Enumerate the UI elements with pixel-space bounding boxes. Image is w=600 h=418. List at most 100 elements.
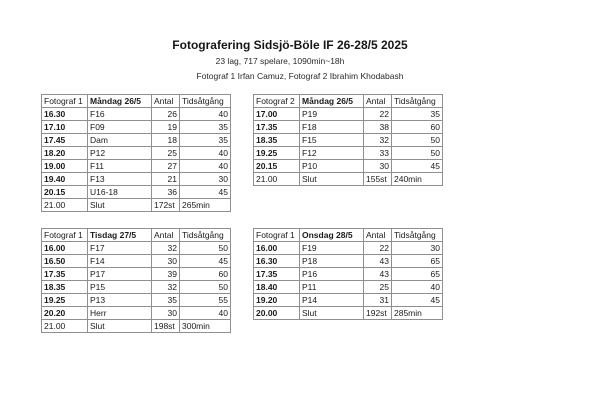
antal-cell: 36 <box>151 185 180 199</box>
antal-cell: 32 <box>363 133 392 147</box>
table-row: 19.40 F13 21 30 <box>41 172 231 186</box>
table-fotograf1-wednesday: Fotograf 1 Onsdag 28/5 Antal Tidsåtgång 16.0… <box>253 228 443 320</box>
team-cell: P13 <box>87 293 152 307</box>
time-cell: 16.00 <box>253 241 300 255</box>
antal-cell: 43 <box>363 267 392 281</box>
antal-cell: 22 <box>363 241 392 255</box>
col-header-tid: Tidsåtgång <box>179 94 231 108</box>
antal-cell: 27 <box>151 159 180 173</box>
tid-cell: 50 <box>391 146 443 160</box>
antal-cell: 33 <box>363 146 392 160</box>
time-cell: 17.35 <box>253 267 300 281</box>
table-fotograf1-tuesday: Fotograf 1 Tisdag 27/5 Antal Tidsåtgång 16.0… <box>41 228 231 333</box>
photographers-line: Fotograf 1 Irfan Camuz, Fotograf 2 Ibrah… <box>196 71 404 81</box>
table-row: 19.25 P13 35 55 <box>41 293 231 307</box>
antal-cell: 25 <box>151 146 180 160</box>
tid-cell: 45 <box>179 185 231 199</box>
time-cell: 20.00 <box>253 306 300 320</box>
team-cell: F19 <box>299 241 364 255</box>
antal-cell: 30 <box>151 254 180 268</box>
table-row: 16.30 P18 43 65 <box>253 254 443 268</box>
team-cell: F16 <box>87 107 152 121</box>
table-row: 16.00 F19 22 30 <box>253 241 443 255</box>
table-row: 19.00 F11 27 40 <box>41 159 231 173</box>
time-cell: 16.50 <box>41 254 88 268</box>
table-row: 20.15 U16-18 36 45 <box>41 185 231 199</box>
time-cell: 21.00 <box>41 198 88 212</box>
col-header-day: Måndag 26/5 <box>87 94 152 108</box>
page-title: Fotografering Sidsjö-Böle IF 26-28/5 202… <box>172 38 408 52</box>
time-cell: 19.20 <box>253 293 300 307</box>
time-cell: 20.20 <box>41 306 88 320</box>
tid-cell: 285min <box>391 306 443 320</box>
tid-cell: 60 <box>391 120 443 134</box>
antal-cell: 19 <box>151 120 180 134</box>
team-cell: F18 <box>299 120 364 134</box>
table-row: 17.10 F09 19 35 <box>41 120 231 134</box>
team-cell: P11 <box>299 280 364 294</box>
tid-cell: 35 <box>179 120 231 134</box>
table-row: 16.50 F14 30 45 <box>41 254 231 268</box>
col-header-tid: Tidsåtgång <box>391 94 443 108</box>
col-header-antal: Antal <box>151 228 180 242</box>
antal-cell: 31 <box>363 293 392 307</box>
team-cell: P10 <box>299 159 364 173</box>
time-cell: 17.35 <box>253 120 300 134</box>
col-header-antal: Antal <box>363 94 392 108</box>
tid-cell: 65 <box>391 267 443 281</box>
antal-cell: 26 <box>151 107 180 121</box>
table-fotograf1-monday: Fotograf 1 Måndag 26/5 Antal Tidsåtgång 16.3… <box>41 94 231 212</box>
time-cell: 19.00 <box>41 159 88 173</box>
table-row: 17.45 Dam 18 35 <box>41 133 231 147</box>
time-cell: 18.40 <box>253 280 300 294</box>
antal-cell: 43 <box>363 254 392 268</box>
time-cell: 21.00 <box>41 319 88 333</box>
tid-cell: 50 <box>179 280 231 294</box>
antal-cell: 30 <box>363 159 392 173</box>
tid-cell: 40 <box>179 146 231 160</box>
table-row: 18.35 P15 32 50 <box>41 280 231 294</box>
antal-cell: 38 <box>363 120 392 134</box>
col-header-fotograf: Fotograf 1 <box>41 228 88 242</box>
team-cell: F17 <box>87 241 152 255</box>
tid-cell: 40 <box>179 306 231 320</box>
time-cell: 19.25 <box>253 146 300 160</box>
team-cell: Slut <box>299 306 364 320</box>
team-cell: P16 <box>299 267 364 281</box>
time-cell: 17.10 <box>41 120 88 134</box>
table-row: 20.20 Herr 30 40 <box>41 306 231 320</box>
table-row: 17.35 F18 38 60 <box>253 120 443 134</box>
table-row: 17.35 P17 39 60 <box>41 267 231 281</box>
antal-cell: 172st <box>151 198 180 212</box>
team-cell: P19 <box>299 107 364 121</box>
col-header-tid: Tidsåtgång <box>179 228 231 242</box>
antal-cell: 39 <box>151 267 180 281</box>
col-header-antal: Antal <box>151 94 180 108</box>
team-cell: F13 <box>87 172 152 186</box>
table-row: 18.35 F15 32 50 <box>253 133 443 147</box>
table-row: 16.30 F16 26 40 <box>41 107 231 121</box>
time-cell: 16.00 <box>41 241 88 255</box>
time-cell: 18.20 <box>41 146 88 160</box>
table-row: 18.40 P11 25 40 <box>253 280 443 294</box>
col-header-day: Onsdag 28/5 <box>299 228 364 242</box>
tid-cell: 45 <box>391 293 443 307</box>
team-cell: U16-18 <box>87 185 152 199</box>
tid-cell: 45 <box>179 254 231 268</box>
col-header-fotograf: Fotograf 1 <box>253 228 300 242</box>
header-row: Fotograf 2 Måndag 26/5 Antal Tidsåtgång <box>253 94 443 108</box>
col-header-day: Måndag 26/5 <box>299 94 364 108</box>
team-cell: F15 <box>299 133 364 147</box>
time-cell: 21.00 <box>253 172 300 186</box>
tid-cell: 30 <box>391 241 443 255</box>
time-cell: 16.30 <box>41 107 88 121</box>
team-cell: F14 <box>87 254 152 268</box>
team-cell: F12 <box>299 146 364 160</box>
team-cell: Slut <box>87 198 152 212</box>
team-cell: P17 <box>87 267 152 281</box>
antal-cell: 192st <box>363 306 392 320</box>
time-cell: 18.35 <box>41 280 88 294</box>
tid-cell: 300min <box>179 319 231 333</box>
tid-cell: 65 <box>391 254 443 268</box>
antal-cell: 22 <box>363 107 392 121</box>
